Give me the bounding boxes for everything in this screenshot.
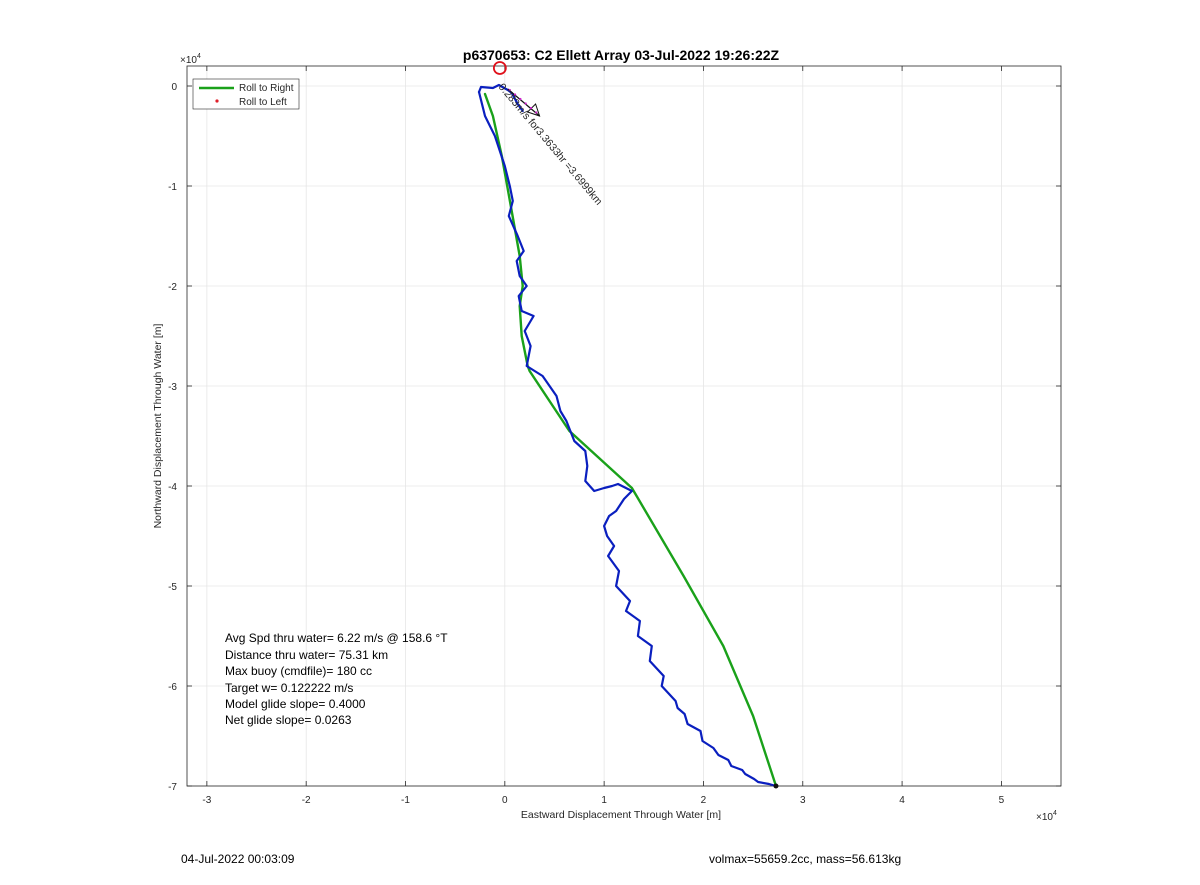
current-arrow-dot — [524, 102, 527, 105]
stats-box: Avg Spd thru water= 6.22 m/s @ 158.6 °T … — [225, 631, 448, 727]
legend-swatch-roll-left — [215, 99, 219, 103]
current-arrow-dot — [513, 93, 517, 96]
y-tick-label: -2 — [168, 282, 177, 293]
current-arrow-dot — [508, 88, 511, 92]
y-tick-label: -5 — [168, 582, 177, 593]
legend-label-roll-right: Roll to Right — [239, 83, 294, 94]
chart-title: p6370653: C2 Ellett Array 03-Jul-2022 19… — [463, 47, 780, 63]
x-tick-label: 4 — [899, 795, 905, 806]
current-arrow-dot — [535, 111, 538, 114]
x-axis-label: Eastward Displacement Through Water [m] — [521, 809, 721, 821]
legend: Roll to Right Roll to Left — [192, 78, 300, 110]
stats-target-w: Target w= 0.122222 m/s — [225, 681, 353, 695]
current-arrow-dot — [519, 97, 522, 101]
stats-avg-speed: Avg Spd thru water= 6.22 m/s @ 158.6 °T — [225, 631, 448, 645]
stats-distance: Distance thru water= 75.31 km — [225, 648, 388, 662]
y-exponent-power: 4 — [197, 53, 201, 60]
x-tick-label: 5 — [999, 795, 1005, 806]
x-tick-label: -2 — [302, 795, 311, 806]
x-tick-label: 0 — [502, 795, 508, 806]
x-exponent-base: ×10 — [1036, 812, 1053, 823]
series-layer — [477, 61, 779, 789]
current-arrow — [507, 88, 540, 117]
series-line-roll-to-right — [483, 92, 778, 788]
series-line-dive-start — [477, 83, 524, 113]
legend-box — [192, 78, 300, 110]
footer-timestamp: 04-Jul-2022 00:03:09 — [181, 852, 295, 866]
y-tick-label: -6 — [168, 682, 177, 693]
plot-area — [187, 66, 1061, 786]
current-arrow-dot — [529, 106, 533, 110]
stats-model-glide-slope: Model glide slope= 0.4000 — [225, 697, 366, 711]
x-tick-label: 1 — [601, 795, 607, 806]
y-axis-ticks: 0 -1 -2 -3 -4 -5 -6 -7 — [168, 82, 1061, 793]
legend-label-roll-left: Roll to Left — [239, 97, 287, 108]
series-line-track — [477, 90, 778, 788]
track-end-point — [773, 783, 779, 789]
stats-net-glide-slope: Net glide slope= 0.0263 — [225, 713, 352, 727]
y-axis-label: Northward Displacement Through Water [m] — [152, 324, 164, 529]
y-tick-label: -3 — [168, 382, 177, 393]
y-tick-label: 0 — [171, 82, 177, 93]
x-tick-label: -3 — [202, 795, 211, 806]
y-tick-label: -4 — [168, 482, 177, 493]
x-exponent-label: ×104 — [1036, 810, 1057, 823]
y-tick-label: -1 — [168, 182, 177, 193]
x-tick-label: 3 — [800, 795, 806, 806]
x-tick-label: 2 — [701, 795, 707, 806]
footer-mass-info: volmax=55659.2cc, mass=56.613kg — [709, 852, 902, 866]
x-exponent-power: 4 — [1053, 810, 1057, 817]
y-tick-label: -7 — [168, 782, 177, 793]
plot-frame — [186, 65, 1062, 787]
start-marker — [492, 61, 507, 75]
stats-max-buoy: Max buoy (cmdfile)= 180 cc — [225, 664, 372, 678]
y-exponent-base: ×10 — [180, 55, 197, 66]
y-exponent-label: ×104 — [180, 53, 201, 66]
x-tick-label: -1 — [401, 795, 410, 806]
x-axis-ticks: -3 -2 -1 0 1 2 3 4 5 — [202, 66, 1005, 806]
